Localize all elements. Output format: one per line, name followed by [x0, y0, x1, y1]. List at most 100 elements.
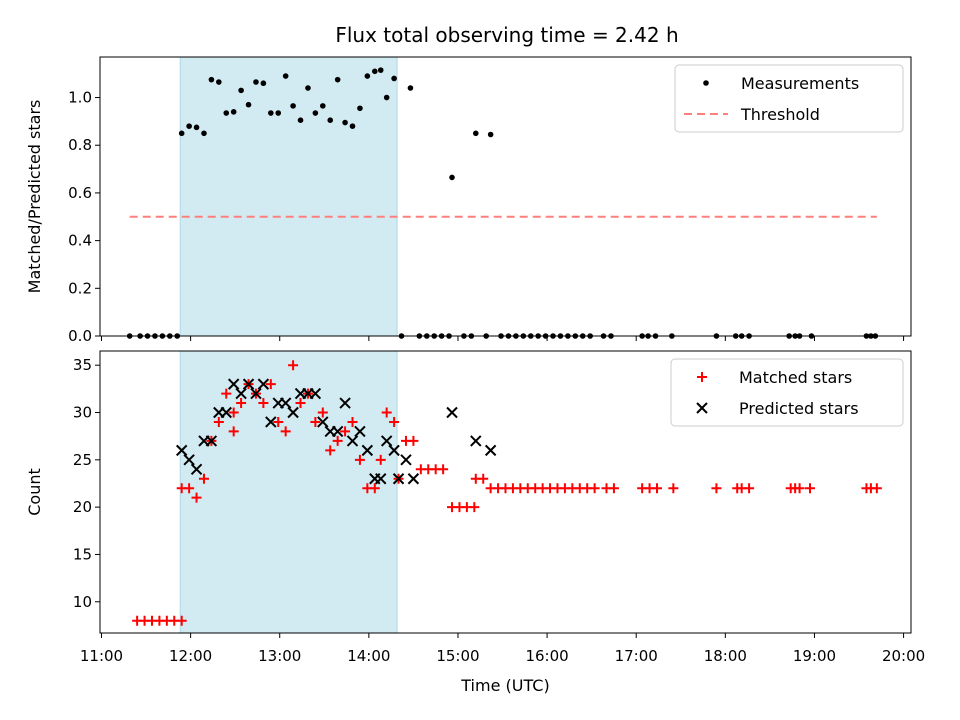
predicted-star-point — [388, 444, 400, 457]
measurement-point — [193, 124, 200, 131]
matched-star-point — [213, 416, 224, 427]
matched-star-point — [589, 483, 600, 494]
measurement-point — [305, 85, 311, 91]
matched-star-point — [871, 483, 882, 494]
matched-star-point — [258, 398, 269, 409]
measurement-point — [342, 119, 348, 126]
x-tick-label: 17:00 — [615, 647, 658, 665]
y-tick-label: 0.0 — [68, 327, 92, 345]
legend-entry-label: Measurements — [741, 74, 859, 93]
matched-star-point — [310, 416, 321, 427]
predicted-star-point — [257, 378, 270, 390]
predicted-star-point — [361, 444, 374, 457]
matched-star-point — [176, 615, 187, 626]
measurement-point — [230, 109, 237, 115]
axes-frame — [99, 350, 912, 634]
measurement-point — [487, 131, 494, 138]
shaded-interval — [179, 56, 398, 337]
y-tick-label: 0.6 — [68, 184, 92, 202]
predicted-star-point — [380, 435, 393, 447]
measurement-point — [290, 103, 296, 109]
x-tick-label: 20:00 — [882, 647, 925, 665]
measurement-point — [245, 101, 252, 108]
predicted-star-point — [227, 378, 240, 390]
matched-star-point — [184, 483, 195, 494]
legend-predicted-marker — [696, 402, 708, 414]
matched-star-point — [191, 492, 202, 503]
predicted-star-point — [250, 387, 262, 400]
matched-star-point — [317, 407, 328, 418]
matched-star-point — [288, 360, 299, 371]
matched-star-point — [354, 454, 365, 465]
measurement-point — [282, 73, 289, 79]
x-tick-label: 18:00 — [704, 647, 747, 665]
measurement-point — [327, 117, 334, 123]
predicted-star-point — [446, 406, 458, 419]
predicted-star-point — [265, 416, 277, 428]
predicted-star-point — [242, 378, 255, 390]
matched-star-point — [668, 483, 679, 494]
measurement-point — [377, 67, 384, 73]
matched-star-point — [438, 464, 449, 475]
matched-star-point — [389, 416, 400, 427]
predicted-star-point — [220, 406, 232, 419]
matched-star-point — [652, 483, 663, 494]
measurement-point — [407, 85, 414, 91]
matched-star-point — [228, 426, 239, 437]
predicted-star-point — [309, 387, 322, 400]
measurement-point — [297, 117, 304, 123]
legend-measurement-marker — [703, 80, 709, 86]
predicted-star-point — [205, 435, 218, 447]
predicted-star-point — [317, 416, 329, 428]
measurement-point — [268, 110, 274, 116]
measurement-point — [472, 130, 479, 137]
predicted-star-point — [470, 435, 482, 447]
legend-box — [674, 64, 904, 133]
matched-star-point — [347, 416, 358, 427]
measurement-point — [349, 123, 356, 129]
y-tick-label: 15 — [73, 545, 92, 563]
measurement-point — [260, 80, 267, 87]
measurement-point — [391, 75, 397, 82]
matched-star-point — [469, 502, 480, 513]
predicted-star-point — [331, 425, 344, 438]
matched-star-point — [228, 407, 239, 418]
predicted-star-point — [407, 473, 420, 485]
shaded-interval — [179, 350, 398, 634]
matched-star-point — [332, 435, 343, 446]
matched-star-point — [280, 426, 291, 437]
predicted-star-point — [183, 454, 195, 466]
predicted-star-point — [354, 425, 366, 438]
matched-star-point — [381, 407, 392, 418]
y-tick-label: 0.8 — [68, 136, 92, 154]
y-axis-label: Count — [25, 468, 44, 516]
y-tick-label: 30 — [73, 404, 92, 422]
legend-entry-label: Threshold — [740, 105, 820, 124]
predicted-star-point — [339, 397, 351, 409]
matched-star-point — [236, 398, 247, 409]
measurement-point — [178, 130, 185, 137]
matched-star-point — [369, 483, 380, 494]
y-tick-label: 0.4 — [68, 232, 92, 250]
measurement-point — [449, 174, 455, 181]
predicted-star-point — [484, 444, 497, 457]
matched-star-point — [794, 483, 805, 494]
measurement-point — [312, 110, 319, 116]
matched-star-point — [273, 416, 284, 427]
chart-title: Flux total observing time = 2.42 h — [335, 23, 678, 47]
measurement-point — [253, 79, 259, 85]
matched-star-point — [744, 483, 755, 494]
measurement-point — [383, 94, 390, 101]
matched-star-point — [340, 426, 351, 437]
predicted-star-point — [346, 435, 359, 447]
legend-matched-marker — [697, 372, 707, 382]
x-tick-label: 13:00 — [258, 647, 301, 665]
measurement-point — [223, 110, 230, 116]
measurement-point — [357, 105, 363, 112]
y-tick-label: 20 — [73, 498, 92, 516]
measurement-point — [364, 73, 371, 79]
matched-star-point — [198, 473, 209, 484]
matched-star-point — [295, 398, 306, 409]
x-tick-label: 14:00 — [347, 647, 390, 665]
matched-star-point — [804, 483, 815, 494]
